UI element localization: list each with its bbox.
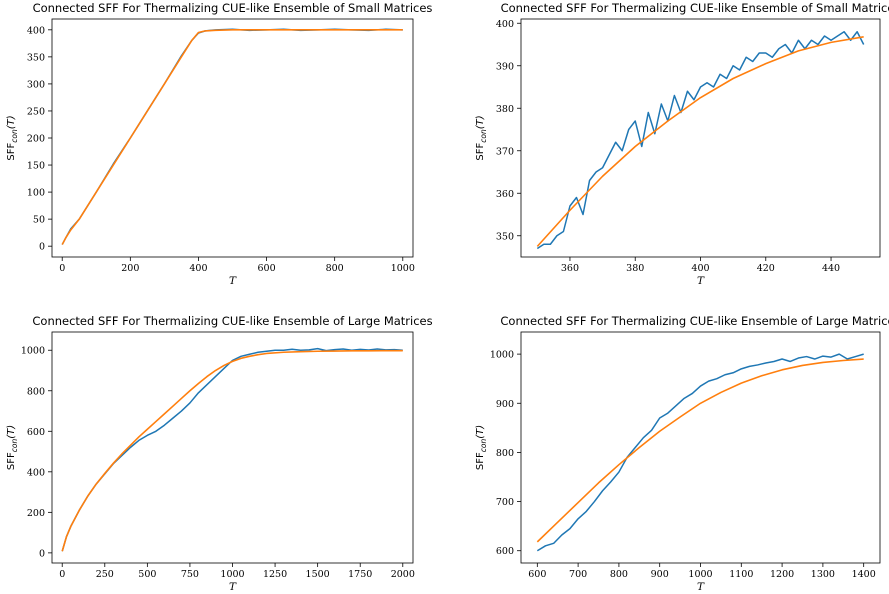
x-tick-label: 420 (757, 263, 775, 274)
y-tick-label: 600 (496, 546, 514, 557)
x-axis-label: T (697, 275, 705, 287)
y-tick-label: 300 (27, 79, 45, 90)
chart-panel-1: Connected SFF For Thermalizing CUE-like … (6, 1, 432, 287)
y-tick-label: 250 (27, 106, 45, 117)
chart-title: Connected SFF For Thermalizing CUE-like … (33, 1, 433, 15)
plot-frame (521, 332, 880, 563)
y-axis-label-argument: (T) (6, 425, 17, 439)
x-tick-label: 250 (96, 569, 114, 580)
y-tick-label: 1000 (490, 350, 514, 361)
y-axis-label-subscript: con (10, 129, 19, 143)
x-tick-label: 1000 (688, 569, 712, 580)
x-tick-label: 1750 (348, 569, 372, 580)
y-axis-label: SFFcon(T) (475, 425, 488, 470)
y-tick-label: 400 (27, 25, 45, 36)
x-tick-label: 800 (610, 569, 628, 580)
y-tick-label: 360 (496, 189, 514, 200)
y-tick-label: 400 (496, 19, 514, 30)
x-tick-label: 750 (181, 569, 199, 580)
y-tick-label: 350 (27, 52, 45, 63)
x-tick-label: 1500 (306, 569, 330, 580)
x-tick-label: 900 (651, 569, 669, 580)
y-tick-label: 800 (27, 386, 45, 397)
data-series-line (537, 32, 863, 249)
data-series-line (62, 349, 403, 552)
y-axis-label-argument: (T) (475, 115, 486, 129)
fit-series-line (62, 30, 403, 245)
x-tick-label: 500 (138, 569, 156, 580)
y-axis-label-subscript: con (479, 439, 488, 453)
chart-title: Connected SFF For Thermalizing CUE-like … (32, 314, 432, 328)
x-tick-label: 1000 (391, 263, 415, 274)
y-tick-label: 200 (27, 134, 45, 145)
x-tick-label: 800 (326, 263, 344, 274)
y-tick-label: 200 (27, 508, 45, 519)
y-axis-label-argument: (T) (475, 425, 486, 439)
chart-panel-4: Connected SFF For Thermalizing CUE-like … (475, 314, 889, 593)
x-tick-label: 2000 (391, 569, 415, 580)
y-axis-label-argument: (T) (6, 115, 17, 129)
x-tick-label: 1250 (263, 569, 287, 580)
x-tick-label: 200 (121, 263, 139, 274)
data-series-line (537, 354, 863, 551)
y-tick-label: 100 (27, 188, 45, 199)
x-tick-label: 440 (822, 263, 840, 274)
y-axis-label: SFFcon(T) (6, 115, 19, 160)
x-tick-label: 600 (257, 263, 275, 274)
x-tick-label: 360 (561, 263, 579, 274)
x-tick-label: 1400 (852, 569, 876, 580)
data-series-line (62, 29, 403, 244)
y-axis-label-main: SFF (6, 452, 17, 470)
chart-title: Connected SFF For Thermalizing CUE-like … (500, 314, 889, 328)
y-tick-label: 390 (496, 61, 514, 72)
x-axis-label: T (229, 275, 237, 287)
chart-title: Connected SFF For Thermalizing CUE-like … (501, 1, 889, 15)
plot-frame (52, 332, 413, 563)
x-tick-label: 1000 (220, 569, 244, 580)
y-tick-label: 400 (27, 467, 45, 478)
x-tick-label: 380 (626, 263, 644, 274)
plot-frame (52, 19, 413, 257)
y-tick-label: 800 (496, 448, 514, 459)
y-tick-label: 370 (496, 146, 514, 157)
x-axis-label: T (229, 581, 237, 593)
x-tick-label: 600 (528, 569, 546, 580)
y-tick-label: 0 (39, 242, 45, 253)
y-tick-label: 350 (496, 231, 514, 242)
y-axis-label-subscript: con (479, 129, 488, 143)
y-axis-label-main: SFF (475, 143, 486, 161)
x-tick-label: 400 (189, 263, 207, 274)
x-tick-label: 700 (569, 569, 587, 580)
y-tick-label: 700 (496, 497, 514, 508)
y-axis-label: SFFcon(T) (6, 425, 19, 470)
x-tick-label: 1100 (729, 569, 753, 580)
y-tick-label: 150 (27, 161, 45, 172)
x-tick-label: 1300 (811, 569, 835, 580)
y-tick-label: 1000 (21, 346, 45, 357)
chart-panel-3: Connected SFF For Thermalizing CUE-like … (6, 314, 433, 593)
y-axis-label-subscript: con (10, 439, 19, 453)
x-tick-label: 0 (59, 569, 65, 580)
y-tick-label: 0 (39, 548, 45, 559)
y-tick-label: 380 (496, 104, 514, 115)
x-axis-label: T (697, 581, 705, 593)
x-tick-label: 1200 (770, 569, 794, 580)
y-axis-label: SFFcon(T) (475, 115, 488, 160)
y-axis-label-main: SFF (475, 452, 486, 470)
fit-series-line (62, 351, 403, 552)
y-axis-label-main: SFF (6, 143, 17, 161)
fit-series-line (537, 37, 863, 247)
chart-panel-2: Connected SFF For Thermalizing CUE-like … (475, 1, 889, 287)
y-tick-label: 600 (27, 427, 45, 438)
x-tick-label: 0 (59, 263, 65, 274)
y-tick-label: 900 (496, 399, 514, 410)
y-tick-label: 50 (33, 215, 45, 226)
x-tick-label: 400 (691, 263, 709, 274)
plot-frame (521, 19, 880, 257)
